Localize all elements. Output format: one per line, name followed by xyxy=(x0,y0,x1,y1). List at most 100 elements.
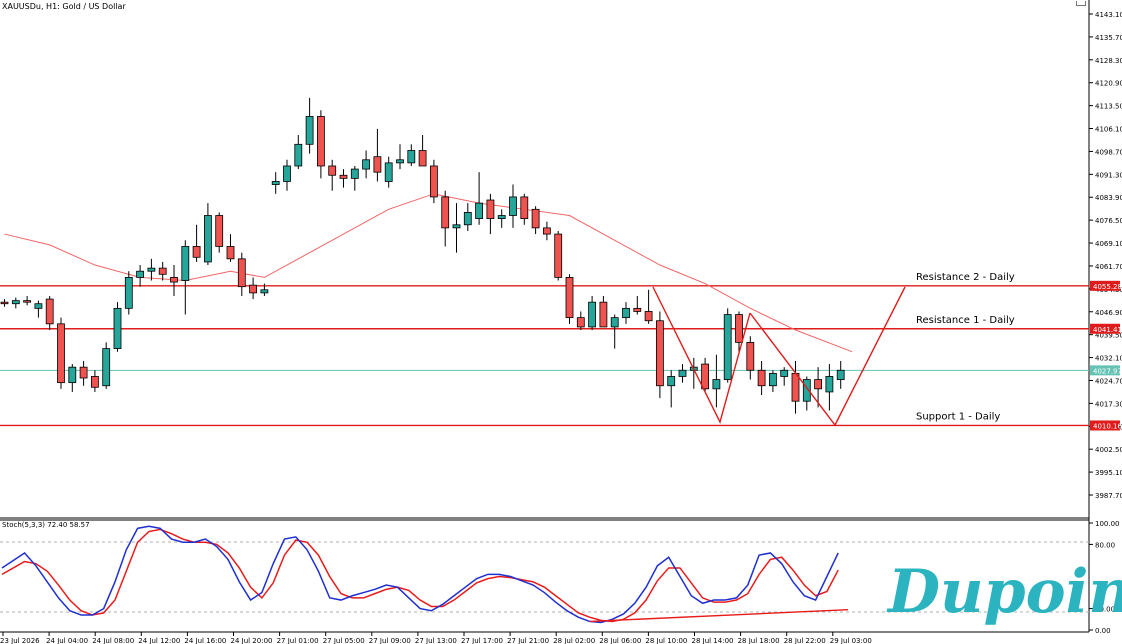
candle xyxy=(11,297,20,309)
candle-body-bull xyxy=(667,376,676,387)
price-tick-label: 4143.10 xyxy=(1095,11,1122,19)
candle xyxy=(249,277,258,300)
candle xyxy=(735,311,743,352)
price-tick-label: 4002.50 xyxy=(1095,446,1122,454)
candle-body-bull xyxy=(362,159,371,170)
candle xyxy=(79,360,88,386)
level-label: Resistance 1 - Daily xyxy=(916,315,1015,326)
candle-body-bull xyxy=(497,215,506,219)
candle xyxy=(588,295,596,331)
candle xyxy=(102,342,111,389)
price-tick-label: 4083.90 xyxy=(1095,194,1122,202)
candle-body-bear xyxy=(429,165,438,198)
candle xyxy=(237,252,246,296)
candle xyxy=(825,364,834,411)
candle-body-bull xyxy=(181,246,190,281)
candle xyxy=(610,314,619,349)
candle-body-bull xyxy=(294,143,303,167)
candle-body-bear xyxy=(543,227,551,235)
candle xyxy=(260,283,269,296)
time-tick-label: 27 Jul 17:00 xyxy=(461,637,503,644)
logo-text: Dupoin xyxy=(886,557,1122,627)
candle xyxy=(396,144,404,170)
candle-body-bull xyxy=(825,376,834,393)
candle xyxy=(656,311,664,399)
candle xyxy=(802,376,811,411)
candle-body-bull xyxy=(113,307,122,349)
price-tick-label: 3987.70 xyxy=(1095,492,1122,500)
price-tick-label: 3995.10 xyxy=(1095,469,1122,477)
candle-body-bear xyxy=(328,165,337,176)
candle-body-bull xyxy=(11,300,20,305)
candle xyxy=(418,135,427,167)
candle xyxy=(678,364,687,383)
candle-body-bear xyxy=(0,301,9,305)
candle-body-bull xyxy=(723,314,732,380)
candle xyxy=(701,357,709,392)
candle xyxy=(407,144,416,166)
price-tick-label: 4032.10 xyxy=(1095,355,1122,363)
candle-body-bear xyxy=(441,196,450,229)
candle-body-bull xyxy=(407,150,416,164)
candle xyxy=(328,159,337,191)
price-tick-label: 4091.30 xyxy=(1095,171,1122,179)
time-tick-label: 27 Jul 01:00 xyxy=(277,637,319,644)
level-price-tag-label: 4041.41 xyxy=(1093,326,1122,334)
candle xyxy=(215,212,224,253)
candle xyxy=(441,190,450,247)
candle-body-bear xyxy=(735,314,743,343)
candle xyxy=(780,367,789,386)
level-price-tag xyxy=(1090,280,1120,291)
candle xyxy=(486,193,495,235)
candle xyxy=(170,265,178,296)
candle-body-bear xyxy=(576,317,585,328)
candle-body-bull xyxy=(384,162,393,182)
candle xyxy=(68,364,77,392)
candle xyxy=(644,289,653,324)
time-tick-label: 28 Jul 10:00 xyxy=(645,637,687,644)
candle-body-bear xyxy=(418,150,427,167)
candle xyxy=(226,234,235,262)
candle-body-bull xyxy=(610,317,619,328)
candle-body-bull xyxy=(712,379,721,390)
candle xyxy=(769,370,777,392)
stoch-tick-label: 100.00 xyxy=(1095,520,1120,528)
candle xyxy=(520,193,529,225)
candle-body-bull xyxy=(463,212,472,226)
candle xyxy=(509,184,517,228)
candle-body-bear xyxy=(158,267,167,275)
candle-body-bear xyxy=(339,174,348,179)
stoch-signal-line xyxy=(1,528,839,623)
candle-body-bull xyxy=(305,116,314,145)
support-resistance-levels: Resistance 2 - Daily Resistance 1 - Daily… xyxy=(0,272,1089,427)
candle xyxy=(57,317,65,389)
candle-body-bear xyxy=(701,363,709,390)
candle-body-bear xyxy=(91,376,99,388)
chart-title: XAUUSDu, H1: Gold / US Dollar xyxy=(2,2,126,11)
time-tick-label: 27 Jul 13:00 xyxy=(415,637,457,644)
candle xyxy=(316,110,325,179)
candle xyxy=(294,135,303,170)
price-tick-label: 4039.50 xyxy=(1095,332,1122,340)
candle-body-bull xyxy=(802,379,811,402)
price-tick-label: 4106.10 xyxy=(1095,126,1122,134)
candle-body-bear xyxy=(215,215,224,247)
pattern-zigzag-left xyxy=(652,286,751,424)
candle-body-bull xyxy=(34,303,43,309)
time-tick-label: 28 Jul 06:00 xyxy=(599,637,641,644)
candle-body-bear xyxy=(757,369,766,387)
candle xyxy=(565,274,574,324)
time-tick-label: 24 Jul 12:00 xyxy=(138,637,180,644)
candle-body-bear xyxy=(791,372,800,402)
level-label: Resistance 2 - Daily xyxy=(916,272,1015,283)
chart-collapse-icon[interactable] xyxy=(1076,1,1086,6)
price-tick-label: 4113.50 xyxy=(1095,103,1122,111)
stoch-axis: 100.00 80.00 20.00 0.00 xyxy=(1089,520,1120,635)
candle-body-bull xyxy=(836,369,845,380)
candle xyxy=(712,354,721,408)
stoch-tick-label: 80.00 xyxy=(1095,541,1115,549)
candle-body-bull xyxy=(271,181,280,185)
candle-body-bull xyxy=(147,267,156,272)
time-tick-label: 24 Jul 16:00 xyxy=(184,637,226,644)
level-price-tag-label: 4010.16 xyxy=(1093,422,1122,430)
